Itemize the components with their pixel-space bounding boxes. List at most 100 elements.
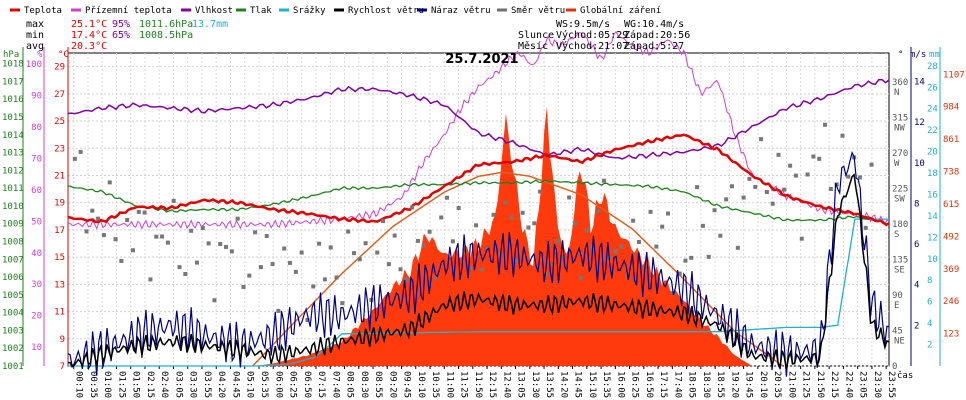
series-wind-direction-point — [189, 228, 194, 233]
pressure-tick-label: 1007 — [2, 255, 24, 265]
chart-axes: 00:10 00:35 01:00 01:25 01:50 02:15 02:40 03:05… — [2, 47, 965, 398]
wind-unit: m/s — [910, 50, 926, 60]
series-pressure-line — [67, 179, 890, 225]
series-wind-direction-point — [160, 234, 165, 239]
series-wind-direction-point — [508, 215, 513, 220]
direction-compass-label: W — [894, 159, 900, 169]
series-wind-direction-point — [863, 225, 868, 230]
pressure-tick-label: 1009 — [2, 220, 24, 230]
series-wind-direction-point — [572, 221, 577, 226]
rain-tick-label: 28 — [927, 62, 938, 72]
x-tick-label: 20:10 — [758, 371, 768, 398]
series-wind-direction-point — [543, 272, 548, 277]
series-wind-gust-line — [67, 151, 890, 377]
series-wind-direction-point — [404, 277, 409, 282]
series-wind-direction-point — [578, 275, 583, 280]
x-tick-label: 17:40 — [672, 371, 682, 398]
x-tick-label: 03:05 — [173, 371, 183, 398]
direction-tick-label: 45 — [892, 327, 903, 337]
humidity-tick-label: 50 — [31, 217, 42, 227]
info-moon-label: Měsíc — [518, 40, 548, 52]
series-wind-direction-point — [828, 187, 833, 192]
series-wind-direction-point — [526, 225, 531, 230]
temperature-tick-label: 15 — [54, 253, 65, 263]
x-tick-label: 01:50 — [131, 371, 141, 398]
pressure-tick-label: 1017 — [2, 77, 24, 87]
series-wind-direction-point — [456, 206, 461, 211]
series-wind-direction-point — [171, 198, 176, 203]
x-tick-label: 05:35 — [259, 371, 269, 398]
series-wind-direction-point — [555, 239, 560, 244]
direction-compass-label: NE — [894, 337, 905, 347]
series-wind-direction-point — [212, 298, 217, 303]
temperature-tick-label: 13 — [54, 280, 65, 290]
legend-label: Tlak — [250, 6, 272, 16]
legend-label: Směr větru — [511, 6, 565, 16]
x-tick-label: 11:25 — [459, 371, 469, 398]
x-tick-label: 00:35 — [88, 371, 98, 398]
series-wind-direction-point — [415, 238, 420, 243]
rain-unit: mm — [929, 50, 940, 60]
series-wind-direction-point — [392, 233, 397, 238]
series-wind-direction-point — [677, 271, 682, 276]
direction-tick-label: 180 — [892, 220, 908, 230]
series-wind-direction-point — [683, 258, 688, 263]
legend-label: Srážky — [293, 6, 326, 16]
pressure-tick-label: 1018 — [2, 60, 24, 70]
radiation-tick-label: 369 — [943, 265, 959, 275]
series-wind-direction-point — [381, 219, 386, 224]
series-wind-direction-point — [503, 200, 508, 205]
series-wind-direction-point — [398, 267, 403, 272]
x-tick-label: 15:10 — [587, 371, 597, 398]
x-tick-label: 18:30 — [701, 371, 711, 398]
series-wind-direction-point — [433, 275, 438, 280]
series-wind-direction-point — [305, 317, 310, 322]
direction-compass-label: S — [894, 230, 899, 240]
series-wind-direction-point — [718, 233, 723, 238]
series-wind-direction-point — [264, 233, 269, 238]
x-tick-label: 21:00 — [786, 371, 796, 398]
x-tick-label: 23:30 — [872, 371, 882, 398]
rain-tick-label: 14 — [927, 212, 938, 222]
stats-max-label: max — [26, 19, 44, 30]
series-wind-direction-point — [218, 241, 223, 246]
info-ws: WS:9.5m/s — [556, 19, 610, 30]
series-wind-direction-point — [695, 185, 700, 190]
pressure-tick-label: 1011 — [2, 184, 24, 194]
x-tick-label: 18:55 — [715, 371, 725, 398]
x-tick-label: 14:45 — [573, 371, 583, 398]
series-wind-direction-point — [119, 258, 124, 263]
info-sun-rise: Východ:05:29 — [556, 29, 628, 41]
series-wind-direction-point — [288, 260, 293, 265]
x-tick-label: 04:45 — [230, 371, 240, 398]
series-wind-direction-point — [799, 236, 804, 241]
series-wind-direction-point — [660, 224, 665, 229]
humidity-unit: % — [37, 50, 43, 60]
series-wind-direction-point — [846, 174, 851, 179]
series-wind-direction-point — [532, 221, 537, 226]
series-wind-direction-point — [247, 273, 252, 278]
x-tick-label: 10:10 — [416, 371, 426, 398]
series-wind-direction-point — [636, 239, 641, 244]
stats-min-press: 1008.5hPa — [139, 30, 193, 41]
x-tick-label: 06:50 — [302, 371, 312, 398]
stats-max-hum: 95% — [112, 19, 130, 30]
x-tick-label: 04:20 — [216, 371, 226, 398]
series-wind-direction-point — [328, 245, 333, 250]
radiation-tick-label: 246 — [943, 297, 959, 307]
series-wind-direction-point — [427, 229, 432, 234]
series-wind-direction-point — [130, 248, 135, 253]
series-wind-direction-point — [270, 262, 275, 267]
series-wind-direction-point — [538, 189, 543, 194]
direction-tick-label: 225 — [892, 185, 908, 195]
direction-tick-label: 360 — [892, 78, 908, 88]
x-tick-label: 17:15 — [658, 371, 668, 398]
x-tick-label: 13:05 — [516, 371, 526, 398]
series-wind-direction-point — [346, 229, 351, 234]
series-wind-direction-point — [776, 152, 781, 157]
temperature-tick-label: 11 — [54, 308, 65, 318]
stats-avg-temp: 20.3°C — [71, 41, 107, 52]
series-temperature-line — [67, 133, 890, 227]
series-wind-direction-point — [293, 269, 298, 274]
series-wind-direction-point — [317, 241, 322, 246]
